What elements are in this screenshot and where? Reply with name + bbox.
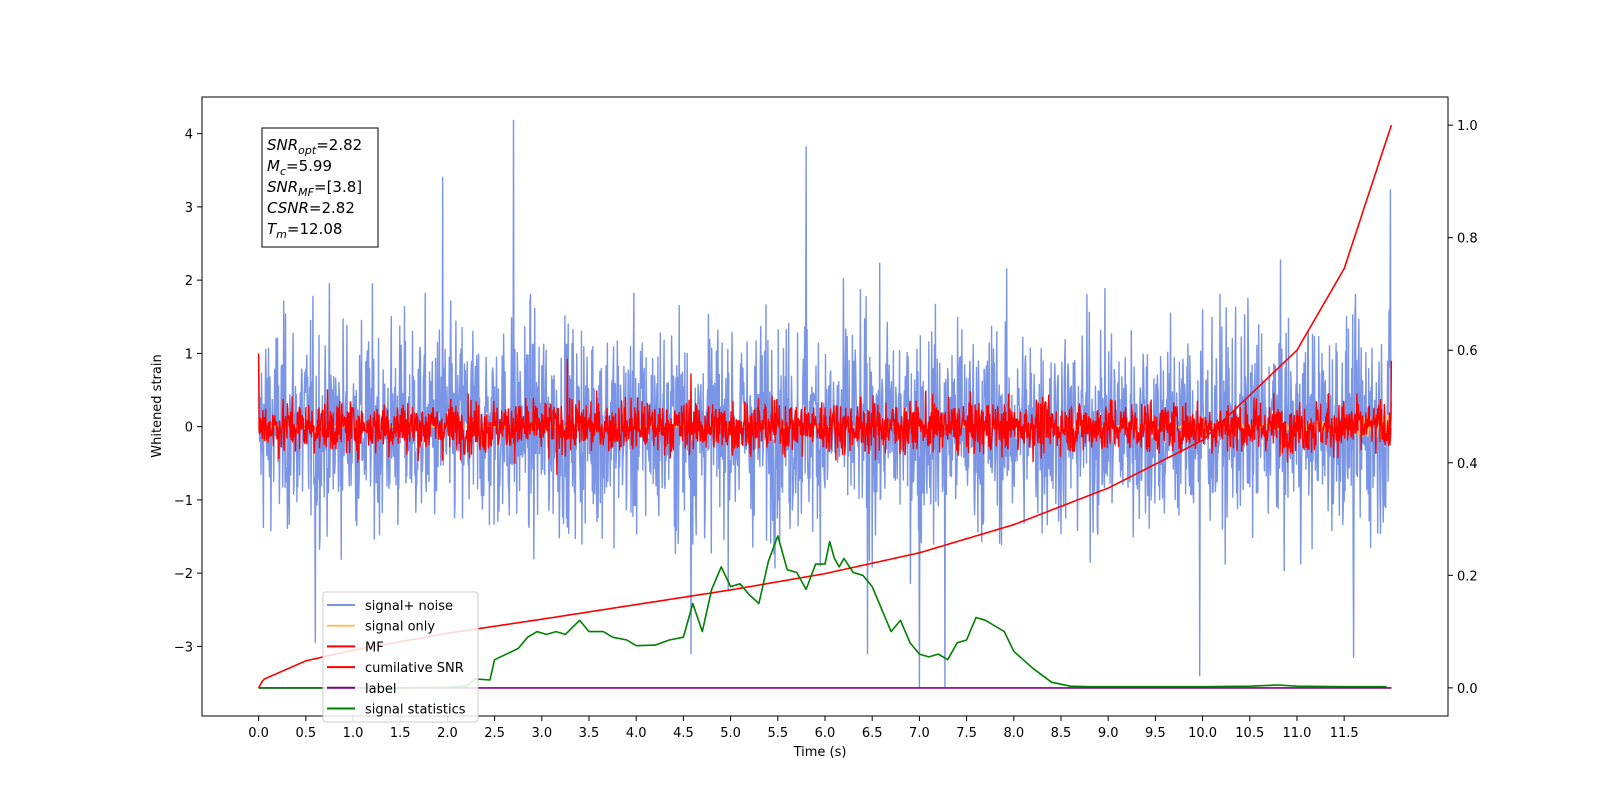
y-tick-label: 3 — [185, 201, 193, 216]
x-tick-label: 8.5 — [1051, 726, 1072, 741]
y-tick-label: 0 — [185, 421, 193, 436]
legend-label-label: label — [365, 682, 396, 697]
legend-label-mf: MF — [365, 640, 384, 655]
x-tick-label: 4.5 — [673, 726, 694, 741]
x-tick-label: 9.0 — [1098, 726, 1119, 741]
info-box-line: Tm=12.08 — [267, 220, 342, 241]
x-tick-label: 7.5 — [956, 726, 977, 741]
x-axis: 0.0 0.5 1.0 1.5 2.0 2.5 3.0 3.5 4.0 4.5 5.0 5.5 6.0 6… — [248, 716, 1359, 741]
x-tick-label: 0.5 — [295, 726, 316, 741]
x-tick-label: 9.5 — [1145, 726, 1166, 741]
x-tick-label: 3.0 — [531, 726, 552, 741]
x-tick-label: 11.5 — [1330, 726, 1359, 741]
y2-tick-label: 1.0 — [1457, 119, 1478, 134]
x-tick-label: 1.5 — [390, 726, 411, 741]
info-box-frame — [261, 127, 379, 248]
y-axis-label: Whitened strain — [150, 354, 165, 457]
y2-tick-label: 0.6 — [1457, 344, 1478, 359]
series-line-signal-noise — [257, 119, 1393, 688]
y2-tick-label: 0.8 — [1457, 232, 1478, 247]
y-axis-right: 0.0 0.2 0.4 0.6 0.8 1.0 — [1448, 119, 1478, 697]
x-tick-label: 10.5 — [1235, 726, 1264, 741]
x-tick-label: 2.0 — [437, 726, 458, 741]
y2-tick-label: 0.2 — [1457, 569, 1478, 584]
x-tick-label: 5.0 — [720, 726, 741, 741]
x-axis-label: Time (s) — [793, 745, 847, 760]
x-tick-label: 0.0 — [248, 726, 269, 741]
y-axis-left: −3 −2 −1 0 1 2 3 4 — [174, 128, 202, 655]
y-tick-label: 4 — [185, 128, 193, 143]
x-tick-label: 3.5 — [579, 726, 600, 741]
y2-tick-label: 0.4 — [1457, 457, 1478, 472]
info-box-line: SNRMF=[3.8] — [267, 178, 362, 199]
x-tick-label: 11.0 — [1282, 726, 1311, 741]
y-tick-label: 1 — [185, 347, 193, 362]
legend-label-signal-statistics: signal statistics — [365, 703, 466, 718]
x-tick-label: 4.0 — [626, 726, 647, 741]
x-tick-label: 5.5 — [767, 726, 788, 741]
x-tick-label: 10.0 — [1188, 726, 1217, 741]
x-tick-label: 2.5 — [484, 726, 505, 741]
x-tick-label: 7.0 — [909, 726, 930, 741]
legend: signal+ noise signal only MF cumilative SNR… — [322, 591, 479, 723]
legend-label-signal-noise: signal+ noise — [365, 599, 453, 614]
legend-frame — [322, 591, 479, 723]
x-tick-label: 6.5 — [862, 726, 883, 741]
y2-tick-label: 0.0 — [1457, 682, 1478, 697]
legend-label-cumilative-snr: cumilative SNR — [365, 661, 464, 676]
info-box-line: Mc=5.99 — [267, 157, 332, 178]
legend-label-signal-only: signal only — [365, 620, 435, 635]
x-tick-label: 6.0 — [815, 726, 836, 741]
series-line-mf — [257, 353, 1393, 475]
series-line-signal-statistics — [258, 535, 1387, 689]
y-tick-label: −3 — [174, 640, 193, 655]
x-tick-label: 8.0 — [1003, 726, 1024, 741]
info-box-line: CSNR=2.82 — [267, 199, 355, 217]
y-tick-label: 2 — [185, 274, 193, 289]
info-box-line: SNRopt=2.82 — [267, 136, 362, 157]
y-tick-label: −1 — [174, 494, 193, 509]
y-tick-label: −2 — [174, 567, 193, 582]
x-tick-label: 1.0 — [343, 726, 364, 741]
